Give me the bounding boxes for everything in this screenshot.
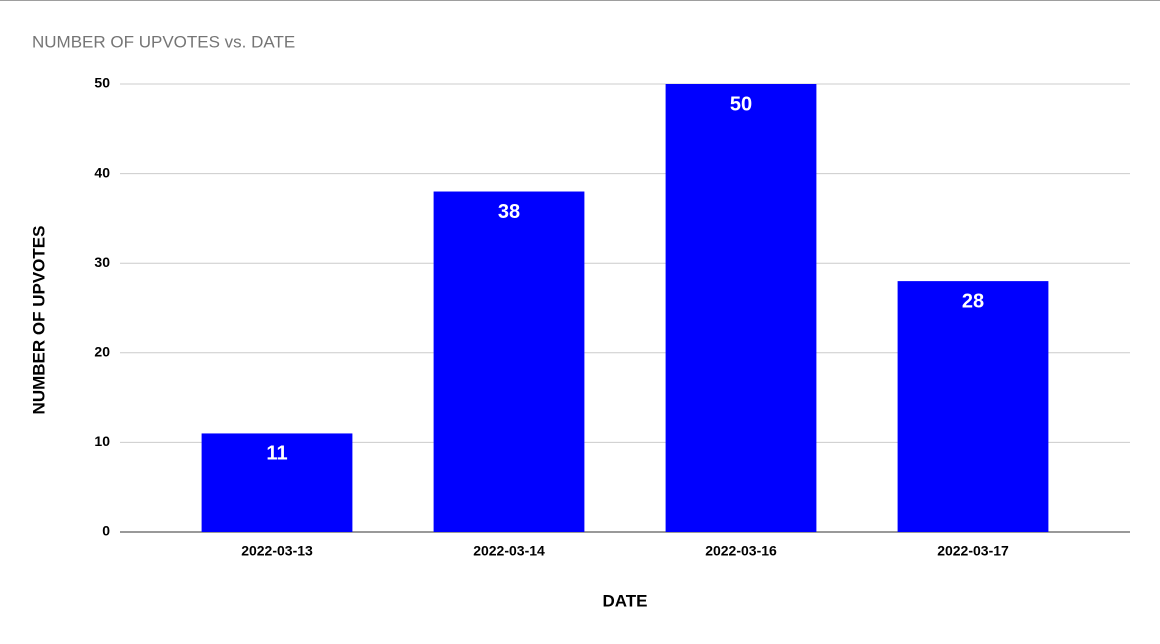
value-label: 38 [498, 201, 520, 223]
x-tick-label: 2022-03-14 [473, 543, 545, 559]
y-tick-label: 30 [94, 254, 110, 270]
x-tick-label: 2022-03-16 [705, 543, 777, 559]
bar [433, 191, 585, 532]
y-tick-label: 0 [102, 523, 110, 539]
x-axis-title: DATE [602, 591, 647, 610]
bar [897, 281, 1049, 532]
value-label: 50 [730, 93, 752, 115]
x-tick-label: 2022-03-17 [937, 543, 1009, 559]
value-label: 28 [962, 290, 984, 312]
bar [201, 433, 353, 532]
bar [665, 84, 817, 532]
x-tick-label: 2022-03-13 [241, 543, 313, 559]
chart-title: NUMBER OF UPVOTES vs. DATE [32, 32, 295, 51]
y-tick-label: 20 [94, 344, 110, 360]
y-tick-label: 50 [94, 75, 110, 91]
value-label: 11 [266, 443, 287, 465]
y-tick-label: 40 [94, 164, 110, 180]
y-axis-title: NUMBER OF UPVOTES [29, 226, 48, 415]
y-tick-label: 10 [94, 433, 110, 449]
